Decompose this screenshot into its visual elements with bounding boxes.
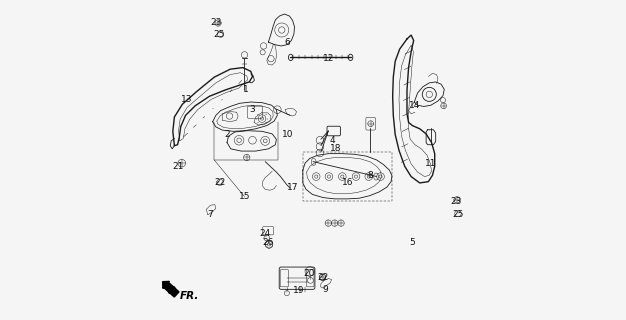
Text: 13: 13 [182,95,193,104]
Text: 22: 22 [214,178,225,187]
Text: 26: 26 [263,238,274,247]
Text: 5: 5 [409,238,414,247]
Text: 14: 14 [409,101,421,110]
Text: 21: 21 [173,162,184,171]
Text: 1: 1 [244,85,249,94]
Text: 15: 15 [239,192,250,201]
Text: 7: 7 [208,210,213,219]
Text: 25: 25 [452,210,464,219]
Text: 11: 11 [425,159,437,168]
Text: 12: 12 [323,53,335,62]
Text: 16: 16 [342,178,353,187]
Text: 6: 6 [284,38,290,47]
Text: 10: 10 [282,130,293,139]
Text: 23: 23 [451,197,462,206]
Text: 20: 20 [304,268,315,278]
FancyArrow shape [163,281,179,297]
Text: 4: 4 [329,136,335,145]
Text: 24: 24 [260,229,271,238]
Text: 17: 17 [287,183,298,192]
Text: FR.: FR. [180,292,199,301]
Text: 3: 3 [249,105,255,114]
Text: 19: 19 [293,286,304,295]
Text: 2: 2 [224,130,230,139]
Text: 23: 23 [210,19,222,28]
Text: 18: 18 [329,144,341,153]
Text: 8: 8 [367,172,373,180]
Text: 25: 25 [213,30,225,39]
Text: 9: 9 [322,284,328,293]
Text: 22: 22 [317,273,328,282]
